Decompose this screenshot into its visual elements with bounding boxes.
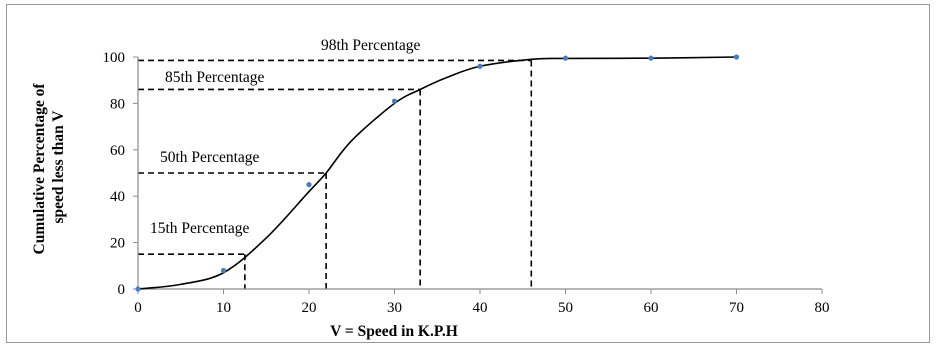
y-axis-label-line-1: Cumulative Percentage of (31, 83, 48, 255)
y-tick-label: 100 (103, 50, 126, 66)
percentile-guides (138, 59, 533, 289)
x-axis-label: V = Speed in K.P.H (330, 323, 458, 340)
percentile-label: 98th Percentage (321, 37, 421, 54)
x-tick-label: 20 (302, 300, 317, 316)
x-tick-label: 60 (644, 300, 659, 316)
data-point (135, 286, 141, 292)
y-tick-label: 60 (110, 143, 125, 159)
data-point (220, 267, 227, 274)
x-tick-label: 40 (473, 300, 488, 316)
y-tick-label: 0 (118, 282, 126, 298)
data-point (391, 98, 398, 104)
x-tick-label: 0 (134, 300, 142, 316)
percentile-label: 85th Percentage (165, 69, 265, 86)
data-point (562, 55, 569, 61)
data-points (135, 54, 740, 292)
cumulative-curve (137, 56, 737, 290)
percentile-labels: 15th Percentage 50th Percentage 85th Perce… (150, 37, 421, 237)
data-point (477, 63, 483, 69)
y-axis-label: Cumulative Percentage of speed less than… (31, 80, 67, 255)
percentile-label: 50th Percentage (160, 149, 260, 166)
data-point (648, 55, 654, 61)
x-tick-label: 30 (387, 300, 402, 316)
x-tick-label: 80 (815, 300, 830, 316)
x-tick-label: 10 (216, 300, 231, 316)
axes: 0 10 20 30 40 50 60 70 80 0 20 40 60 80 100 (103, 50, 830, 316)
y-axis-label-line-2: speed less than V (50, 110, 67, 224)
x-tick-label: 50 (558, 300, 573, 316)
y-tick-label: 40 (110, 189, 125, 205)
data-point (733, 54, 740, 60)
percentile-label: 15th Percentage (150, 220, 250, 237)
data-point (306, 182, 312, 188)
y-tick-label: 80 (110, 96, 125, 112)
y-tick-label: 20 (110, 236, 125, 252)
x-tick-label: 70 (729, 300, 744, 316)
